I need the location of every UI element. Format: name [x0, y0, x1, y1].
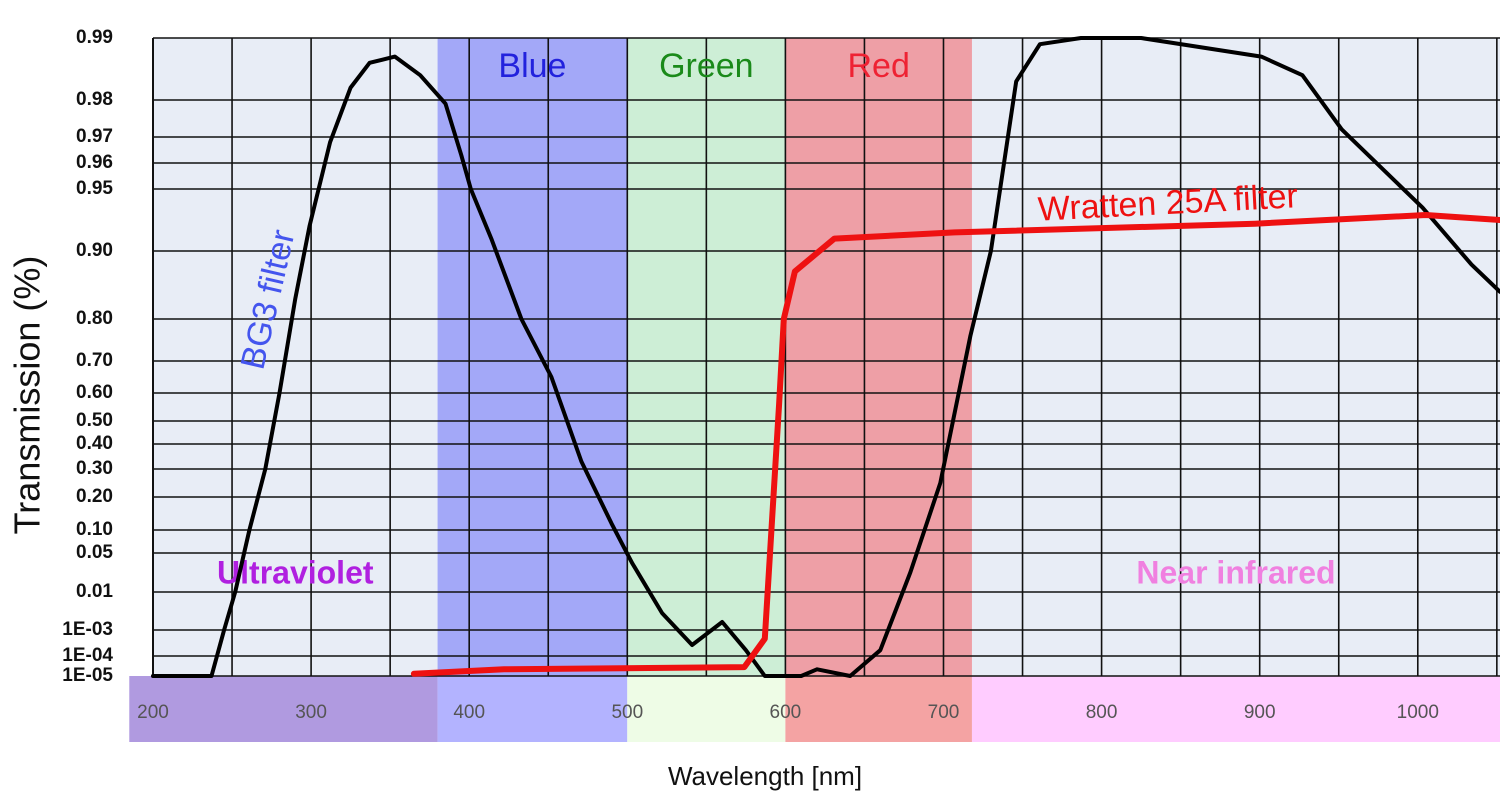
region-name: Near infrared	[1136, 554, 1335, 590]
x-tick-label: 200	[137, 702, 169, 723]
x-tick-label: 500	[611, 702, 643, 723]
y-tick-label: 0.98	[76, 89, 113, 110]
x-tick-label: 900	[1244, 702, 1276, 723]
y-tick-label: 0.30	[76, 458, 113, 479]
y-tick-label: 0.80	[76, 308, 113, 329]
y-tick-label: 1E-05	[62, 665, 113, 686]
region-band	[785, 38, 972, 676]
y-tick-label: 0.01	[76, 581, 113, 602]
region-strip	[129, 676, 438, 742]
y-tick-label: 0.97	[76, 126, 113, 147]
region-strip	[437, 676, 628, 742]
y-tick-label: 0.70	[76, 350, 113, 371]
x-axis-title: Wavelength [nm]	[668, 761, 862, 791]
y-axis-title: Transmission (%)	[7, 256, 48, 535]
region-strip	[627, 676, 786, 742]
y-tick-label: 1E-04	[62, 645, 113, 666]
x-tick-label: 400	[453, 702, 485, 723]
y-tick-label: 0.99	[76, 27, 113, 48]
y-tick-label: 0.50	[76, 410, 113, 431]
y-tick-label: 0.10	[76, 519, 113, 540]
y-tick-label: 0.20	[76, 486, 113, 507]
region-name: Green	[659, 47, 754, 85]
series-line	[151, 36, 1500, 678]
y-tick-label: 0.40	[76, 433, 113, 454]
y-tick-label: 0.96	[76, 152, 113, 173]
region-band	[437, 38, 628, 676]
region-name: Blue	[498, 47, 566, 85]
x-tick-label: 1000	[1397, 702, 1439, 723]
x-tick-label: 600	[770, 702, 802, 723]
region-strip	[971, 676, 1500, 742]
x-tick-label: 700	[928, 702, 960, 723]
region-name: Red	[847, 47, 909, 85]
x-tick-label: 300	[295, 702, 327, 723]
region-strip	[785, 676, 972, 742]
y-tick-label: 0.95	[76, 178, 113, 199]
y-tick-label: 0.90	[76, 240, 113, 261]
y-tick-label: 0.05	[76, 542, 113, 563]
series-line	[410, 212, 1500, 677]
x-tick-label: 800	[1086, 702, 1118, 723]
y-tick-label: 1E-03	[62, 619, 113, 640]
y-tick-label: 0.60	[76, 382, 113, 403]
